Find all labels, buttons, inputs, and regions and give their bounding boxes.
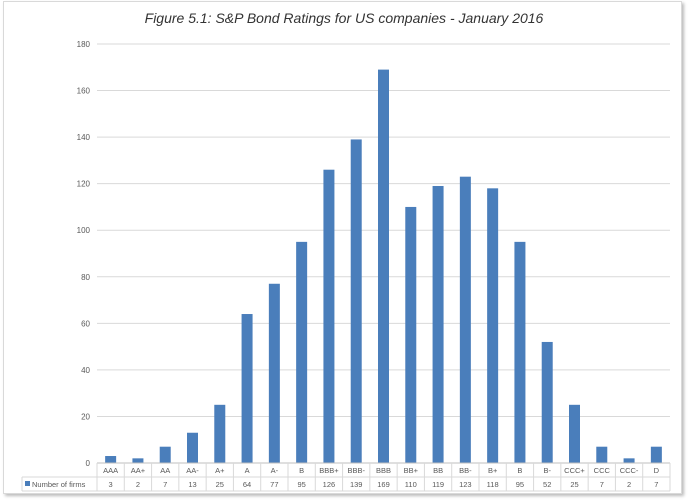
- data-label: 139: [350, 480, 363, 489]
- bar: [159, 446, 171, 463]
- x-tick-label: AA+: [131, 466, 146, 475]
- data-label: 123: [459, 480, 472, 489]
- bar: [541, 341, 553, 463]
- x-tick-label: BB+: [404, 466, 419, 475]
- x-tick-label: BBB-: [347, 466, 365, 475]
- bar: [487, 188, 499, 464]
- chart-frame: [3, 1, 682, 494]
- x-tick-label: B: [517, 466, 522, 475]
- data-label: 3: [109, 480, 113, 489]
- x-tick-label: B+: [488, 466, 498, 475]
- bar: [623, 458, 635, 463]
- data-label: 119: [432, 480, 444, 489]
- x-tick-label: BB-: [459, 466, 472, 475]
- data-label: 95: [516, 480, 524, 489]
- x-tick-label: D: [654, 466, 660, 475]
- bar: [350, 139, 362, 463]
- x-tick-label: BB: [433, 466, 443, 475]
- data-label: 25: [570, 480, 578, 489]
- bar: [378, 69, 389, 463]
- x-tick-label: BBB: [376, 466, 391, 475]
- y-tick-label: 80: [81, 273, 90, 282]
- data-label: 2: [136, 480, 140, 489]
- y-tick-label: 160: [77, 87, 91, 96]
- data-label: 95: [297, 480, 305, 489]
- bar: [596, 446, 608, 463]
- x-tick-label: A-: [271, 466, 279, 475]
- data-label: 77: [270, 480, 278, 489]
- data-label: 118: [487, 480, 499, 489]
- legend-swatch: [25, 481, 30, 486]
- bar: [105, 456, 117, 463]
- x-tick-label: BBB+: [319, 466, 339, 475]
- data-label: 52: [543, 480, 551, 489]
- x-tick-label: AA: [160, 466, 170, 475]
- data-label: 7: [654, 480, 658, 489]
- x-tick-label: B: [299, 466, 304, 475]
- data-label: 64: [243, 480, 251, 489]
- y-tick-label: 140: [77, 133, 91, 142]
- x-tick-label: AA-: [186, 466, 199, 475]
- y-tick-label: 60: [81, 319, 90, 328]
- chart-title: Figure 5.1: S&P Bond Ratings for US comp…: [144, 10, 544, 26]
- y-tick-label: 20: [81, 412, 90, 421]
- bar: [323, 169, 335, 463]
- data-label: 169: [377, 480, 390, 489]
- data-label: 25: [216, 480, 224, 489]
- y-tick-label: 0: [86, 459, 91, 468]
- bar: [187, 432, 198, 463]
- bar: [514, 241, 526, 463]
- data-label: 7: [163, 480, 167, 489]
- data-label: 110: [405, 480, 417, 489]
- x-tick-label: A: [245, 466, 250, 475]
- bar: [296, 241, 308, 463]
- x-tick-label: B-: [543, 466, 551, 475]
- data-label: 2: [627, 480, 631, 489]
- bar: [405, 206, 417, 463]
- y-tick-label: 180: [77, 40, 91, 49]
- data-label: 13: [188, 480, 196, 489]
- bar: [650, 446, 662, 463]
- bar: [459, 176, 471, 463]
- x-tick-label: CCC+: [564, 466, 585, 475]
- x-tick-label: AAA: [103, 466, 118, 475]
- bar: [214, 404, 226, 463]
- data-label: 126: [323, 480, 336, 489]
- y-tick-label: 120: [77, 180, 91, 189]
- x-tick-label: CCC-: [620, 466, 639, 475]
- bar: [432, 185, 444, 463]
- y-tick-label: 40: [81, 366, 90, 375]
- bar: [241, 314, 253, 463]
- y-tick-label: 100: [77, 226, 91, 235]
- data-label: 7: [600, 480, 604, 489]
- bar: [268, 283, 280, 463]
- x-tick-label: A+: [215, 466, 225, 475]
- legend-label: Number of firms: [32, 480, 86, 489]
- x-tick-label: CCC: [594, 466, 611, 475]
- bar: [569, 404, 580, 463]
- bar: [132, 458, 144, 463]
